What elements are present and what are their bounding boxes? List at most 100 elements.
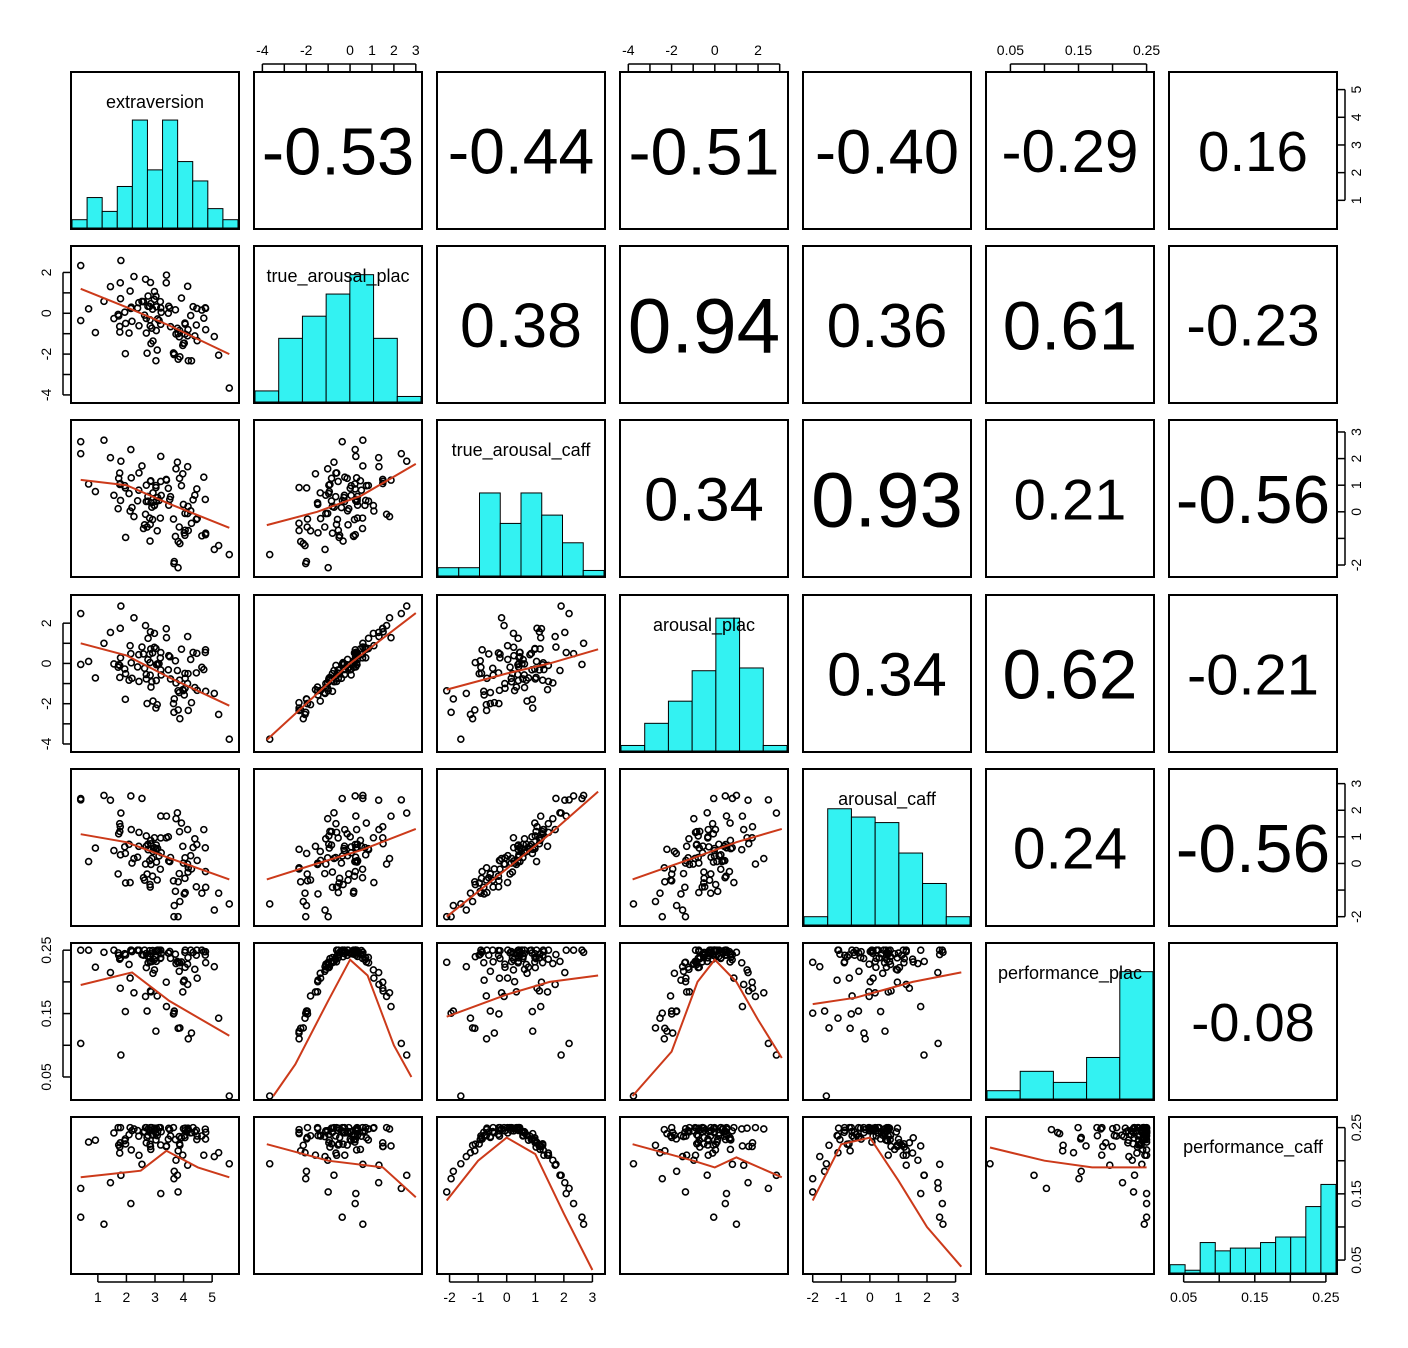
scatter-point — [565, 796, 573, 804]
panel-r4-c6: -0.56 — [1168, 768, 1338, 927]
scatter-point — [303, 1123, 312, 1132]
scatter-point — [337, 503, 346, 512]
scatter-point — [490, 1029, 499, 1037]
panel-r1-c6: -0.23 — [1168, 245, 1338, 404]
scatter-point — [881, 1027, 889, 1035]
scatter-point — [189, 495, 197, 504]
scatter-point — [524, 1136, 533, 1144]
scatter-point — [667, 1123, 676, 1132]
scatter-point — [143, 349, 151, 357]
panel-frame — [436, 1116, 606, 1275]
scatter-point — [352, 1146, 361, 1154]
scatter-point — [201, 529, 210, 537]
scatter-point — [146, 671, 155, 679]
scatter-point — [728, 1160, 737, 1169]
scatter-point — [482, 1034, 491, 1043]
histogram-bar — [177, 161, 194, 229]
scatter-point — [503, 641, 512, 650]
scatter-point — [177, 645, 186, 654]
scatter-point — [914, 959, 922, 968]
panel-frame — [436, 942, 606, 1101]
scatter-point — [187, 519, 196, 528]
scatter-point — [369, 629, 378, 638]
scatter-point — [176, 539, 184, 548]
scatter-point — [193, 649, 201, 658]
right-tick-label: 0.25 — [1348, 1114, 1364, 1141]
scatter-point — [143, 699, 151, 708]
bottom-tick-label: -1 — [835, 1289, 848, 1305]
scatter-point — [156, 1123, 165, 1132]
scatter-point — [353, 501, 362, 509]
scatter-point — [328, 883, 337, 892]
scatter-point — [552, 794, 560, 803]
variable-label: arousal_caff — [838, 789, 937, 810]
scatter-point — [295, 706, 303, 715]
panel-r3-c3: arousal_plac — [619, 594, 789, 753]
scatter-point — [503, 655, 512, 664]
scatter-point — [193, 856, 201, 865]
correlation-value: 0.61 — [1003, 286, 1137, 364]
scatter-point — [744, 796, 752, 804]
lowess-fit-line — [80, 478, 230, 529]
scatter-point — [533, 822, 541, 831]
scatter-point — [335, 874, 344, 883]
scatter-point — [840, 951, 849, 960]
scatter-point — [149, 697, 157, 705]
scatter-point — [1074, 1123, 1082, 1132]
panel-r3-c0 — [70, 594, 240, 753]
scatter-point — [333, 951, 342, 960]
scatter-point — [91, 844, 100, 852]
scatter-point — [726, 1145, 735, 1154]
scatter-point — [934, 968, 942, 977]
scatter-point — [181, 874, 189, 883]
scatter-point — [339, 537, 347, 545]
scatter-point — [334, 946, 343, 954]
bottom-tick-label: 4 — [180, 1289, 188, 1305]
scatter-point — [311, 842, 320, 851]
scatter-point — [343, 1129, 352, 1137]
scatter-point — [512, 683, 521, 691]
scatter-point — [480, 691, 488, 699]
scatter-point — [198, 889, 206, 897]
lowess-fit-line — [812, 971, 962, 1006]
scatter-point — [378, 624, 387, 633]
correlation-value: 0.62 — [1003, 635, 1138, 713]
histogram-bar — [562, 542, 584, 577]
scatter-point — [156, 865, 165, 874]
scatter-point — [184, 1034, 193, 1043]
scatter-point — [358, 524, 367, 533]
scatter-point — [815, 1152, 824, 1161]
scatter-point — [503, 878, 512, 887]
scatter-point — [578, 660, 586, 669]
scatter-point — [457, 735, 465, 743]
histogram-bar — [1229, 1247, 1246, 1274]
scatter-point — [162, 279, 171, 287]
scatter-point — [356, 1145, 365, 1154]
panel-r1-c5: 0.61 — [985, 245, 1155, 404]
scatter-point — [146, 1123, 155, 1132]
scatter-point — [176, 353, 184, 361]
scatter-point — [358, 951, 367, 960]
scatter-point — [865, 960, 873, 969]
scatter-point — [387, 1002, 395, 1011]
scatter-point — [715, 851, 723, 860]
scatter-point — [531, 675, 540, 683]
scatter-point — [509, 833, 518, 842]
scatter-point — [677, 1131, 685, 1140]
scatter-point — [84, 305, 93, 313]
scatter-point — [91, 487, 100, 496]
scatter-point — [146, 322, 155, 330]
scatter-point — [846, 1147, 854, 1155]
panel-r2-c0 — [70, 419, 240, 578]
scatter-point — [908, 1149, 917, 1157]
scatter-point — [1130, 1123, 1138, 1132]
scatter-point — [321, 834, 330, 843]
scatter-point — [316, 847, 325, 856]
scatter-point — [369, 833, 378, 842]
scatter-point — [295, 1125, 303, 1134]
scatter-point — [121, 669, 130, 678]
scatter-point — [193, 1135, 201, 1144]
scatter-point — [351, 445, 359, 454]
scatter-point — [175, 1139, 184, 1148]
scatter-point — [722, 1189, 731, 1198]
